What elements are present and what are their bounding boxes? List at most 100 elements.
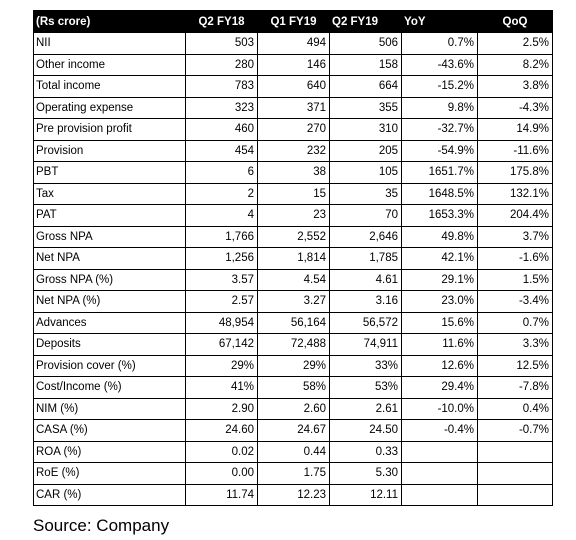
header-q2-fy19: Q2 FY19	[329, 10, 402, 33]
yoy-cell: 15.6%	[401, 311, 478, 334]
q2-fy19-cell: 35	[329, 182, 402, 205]
q2-fy19-cell: 33%	[329, 354, 402, 377]
yoy-cell: 42.1%	[401, 247, 478, 270]
row-label: CASA (%)	[33, 419, 186, 442]
row-label: Pre provision profit	[33, 118, 186, 141]
qoq-cell: 1.5%	[477, 268, 553, 291]
yoy-cell	[401, 483, 478, 506]
yoy-cell: 1653.3%	[401, 204, 478, 227]
qoq-cell	[477, 462, 553, 485]
financial-results-table-container: (Rs crore) Q2 FY18 Q1 FY19 Q2 FY19 YoY Q…	[33, 10, 553, 506]
q1-fy19-cell: 15	[257, 182, 330, 205]
qoq-cell: -1.6%	[477, 247, 553, 270]
qoq-cell: -11.6%	[477, 139, 553, 162]
q1-fy19-cell: 38	[257, 161, 330, 184]
table-row: NIM (%) 2.90 2.60 2.61 -10.0% 0.4%	[33, 397, 553, 420]
qoq-cell: 175.8%	[477, 161, 553, 184]
yoy-cell: 29.4%	[401, 376, 478, 399]
table-row: CASA (%) 24.60 24.67 24.50 -0.4% -0.7%	[33, 419, 553, 442]
q1-fy19-cell: 72,488	[257, 333, 330, 356]
table-row: NII 503 494 506 0.7% 2.5%	[33, 32, 553, 55]
q2-fy19-cell: 105	[329, 161, 402, 184]
row-label: PAT	[33, 204, 186, 227]
yoy-cell: 0.7%	[401, 32, 478, 55]
row-label: Provision	[33, 139, 186, 162]
q2-fy18-cell: 454	[185, 139, 258, 162]
q2-fy18-cell: 24.60	[185, 419, 258, 442]
q2-fy18-cell: 280	[185, 53, 258, 76]
qoq-cell: 2.5%	[477, 32, 553, 55]
yoy-cell: 23.0%	[401, 290, 478, 313]
qoq-cell: -3.4%	[477, 290, 553, 313]
yoy-cell: -54.9%	[401, 139, 478, 162]
row-label: ROA (%)	[33, 440, 186, 463]
row-label: PBT	[33, 161, 186, 184]
q2-fy19-cell: 2,646	[329, 225, 402, 248]
q2-fy18-cell: 460	[185, 118, 258, 141]
q1-fy19-cell: 0.44	[257, 440, 330, 463]
q1-fy19-cell: 232	[257, 139, 330, 162]
q2-fy19-cell: 0.33	[329, 440, 402, 463]
q2-fy19-cell: 12.11	[329, 483, 402, 506]
q2-fy18-cell: 2.57	[185, 290, 258, 313]
q1-fy19-cell: 3.27	[257, 290, 330, 313]
q1-fy19-cell: 29%	[257, 354, 330, 377]
qoq-cell: 3.7%	[477, 225, 553, 248]
qoq-cell	[477, 440, 553, 463]
q1-fy19-cell: 640	[257, 75, 330, 98]
table-row: Advances 48,954 56,164 56,572 15.6% 0.7%	[33, 311, 553, 334]
yoy-cell: 29.1%	[401, 268, 478, 291]
yoy-cell: 49.8%	[401, 225, 478, 248]
table-row: Operating expense 323 371 355 9.8% -4.3%	[33, 96, 553, 119]
q2-fy19-cell: 1,785	[329, 247, 402, 270]
qoq-cell: 3.3%	[477, 333, 553, 356]
q2-fy18-cell: 0.00	[185, 462, 258, 485]
q1-fy19-cell: 270	[257, 118, 330, 141]
table-row: Net NPA (%) 2.57 3.27 3.16 23.0% -3.4%	[33, 290, 553, 313]
q1-fy19-cell: 494	[257, 32, 330, 55]
q2-fy18-cell: 67,142	[185, 333, 258, 356]
q2-fy19-cell: 4.61	[329, 268, 402, 291]
yoy-cell: -43.6%	[401, 53, 478, 76]
table-row: Total income 783 640 664 -15.2% 3.8%	[33, 75, 553, 98]
qoq-cell: 3.8%	[477, 75, 553, 98]
qoq-cell: 204.4%	[477, 204, 553, 227]
qoq-cell: 0.7%	[477, 311, 553, 334]
table-row: Pre provision profit 460 270 310 -32.7% 14.9%	[33, 118, 553, 141]
q2-fy18-cell: 11.74	[185, 483, 258, 506]
table-row: Provision 454 232 205 -54.9% -11.6%	[33, 139, 553, 162]
row-label: NII	[33, 32, 186, 55]
qoq-cell: -7.8%	[477, 376, 553, 399]
header-qoq: QoQ	[477, 10, 553, 33]
row-label: Deposits	[33, 333, 186, 356]
financial-results-table: (Rs crore) Q2 FY18 Q1 FY19 Q2 FY19 YoY Q…	[33, 10, 553, 506]
q2-fy18-cell: 2	[185, 182, 258, 205]
table-row: Provision cover (%) 29% 29% 33% 12.6% 12.5%	[33, 354, 553, 377]
q1-fy19-cell: 56,164	[257, 311, 330, 334]
row-label: Provision cover (%)	[33, 354, 186, 377]
q1-fy19-cell: 2.60	[257, 397, 330, 420]
yoy-cell: 9.8%	[401, 96, 478, 119]
table-row: Tax 2 15 35 1648.5% 132.1%	[33, 182, 553, 205]
qoq-cell: 8.2%	[477, 53, 553, 76]
q1-fy19-cell: 146	[257, 53, 330, 76]
q2-fy18-cell: 1,766	[185, 225, 258, 248]
row-label: Gross NPA	[33, 225, 186, 248]
header-q1-fy19: Q1 FY19	[257, 10, 330, 33]
row-label: Total income	[33, 75, 186, 98]
header-q2-fy18: Q2 FY18	[185, 10, 258, 33]
row-label: Gross NPA (%)	[33, 268, 186, 291]
header-yoy: YoY	[401, 10, 478, 33]
row-label: Operating expense	[33, 96, 186, 119]
table-row: CAR (%) 11.74 12.23 12.11	[33, 483, 553, 506]
row-label: Advances	[33, 311, 186, 334]
qoq-cell: -0.7%	[477, 419, 553, 442]
q2-fy18-cell: 1,256	[185, 247, 258, 270]
table-header-row: (Rs crore) Q2 FY18 Q1 FY19 Q2 FY19 YoY Q…	[33, 10, 553, 33]
table-row: Gross NPA 1,766 2,552 2,646 49.8% 3.7%	[33, 225, 553, 248]
row-label: Tax	[33, 182, 186, 205]
qoq-cell: 132.1%	[477, 182, 553, 205]
q2-fy19-cell: 158	[329, 53, 402, 76]
source-note: Source: Company	[33, 516, 170, 535]
q2-fy19-cell: 56,572	[329, 311, 402, 334]
